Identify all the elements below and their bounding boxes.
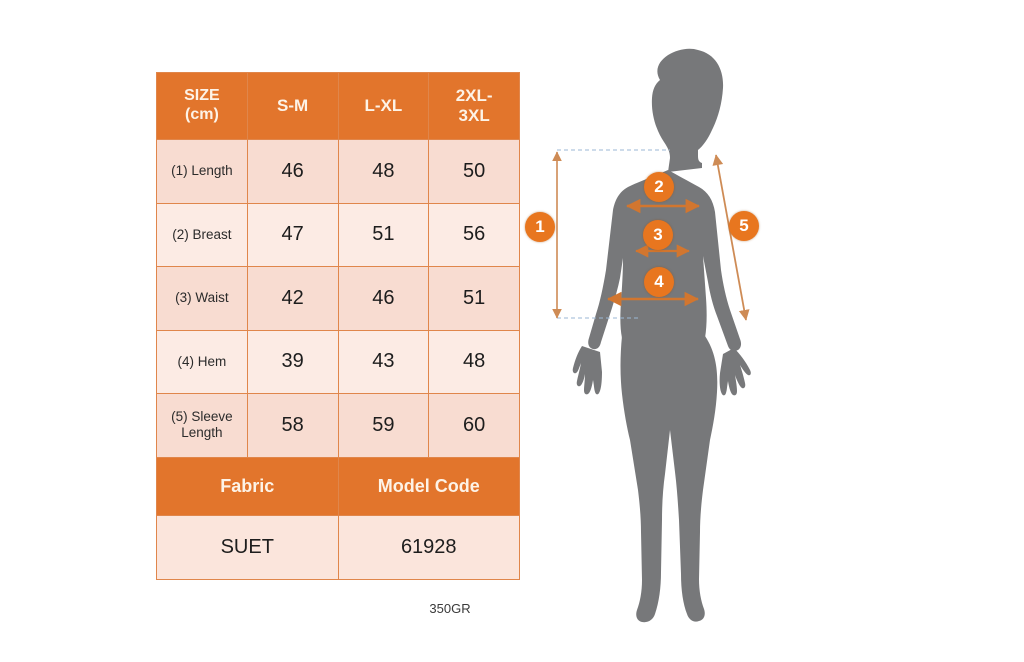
measurement-value-2xl-3xl: 50 (428, 139, 520, 204)
measurement-value-2xl-3xl: 48 (428, 329, 520, 394)
measurement-marker-5: 5 (729, 211, 759, 241)
measurement-label-line2: Length (181, 425, 223, 441)
measurement-value-s-m: 39 (246, 329, 339, 394)
measurement-value-2xl-3xl: 51 (428, 266, 520, 331)
measurement-label-line1: (5) Sleeve (171, 409, 233, 425)
weight-note: 350GR (429, 601, 471, 616)
column-header-s-m: S-M (246, 72, 339, 140)
footer-value-model-code: 61928 (337, 514, 520, 580)
measurement-value-s-m: 42 (246, 266, 339, 331)
table-header-row: SIZE (cm) S-M L-XL 2XL- 3XL (156, 72, 520, 140)
measurement-value-s-m: 47 (246, 202, 339, 267)
measurement-value-l-xl: 48 (337, 139, 430, 204)
measurement-label: (4) Hem (156, 329, 248, 394)
column-header-2xl-3xl: 2XL- 3XL (428, 72, 520, 140)
footer-header-model-code: Model Code (337, 456, 520, 516)
column-header-2xl-3xl-line1: 2XL- (455, 85, 493, 105)
column-header-2xl-3xl-line2: 3XL (458, 106, 490, 125)
measurement-value-l-xl: 46 (337, 266, 430, 331)
silhouette-body (572, 48, 751, 623)
column-header-size-line2: (cm) (184, 106, 219, 123)
measurement-marker-2: 2 (644, 172, 674, 202)
footer-value-row: SUET 61928 (156, 514, 520, 580)
female-silhouette-icon (552, 48, 751, 623)
table-row: (3) Waist 42 46 51 (156, 266, 520, 331)
model-figure-diagram (520, 20, 820, 640)
column-header-l-xl: L-XL (337, 72, 430, 140)
footer-header-row: Fabric Model Code (156, 456, 520, 516)
column-header-size: SIZE (cm) (156, 72, 248, 140)
measurement-value-l-xl: 43 (337, 329, 430, 394)
measurement-label: (5) Sleeve Length (156, 393, 248, 458)
measure-arrow-sleeve-length (712, 154, 750, 321)
guide-lines (557, 149, 670, 319)
footer-value-fabric: SUET (156, 514, 339, 580)
measurement-value-2xl-3xl: 60 (428, 393, 520, 458)
measurement-marker-4: 4 (644, 267, 674, 297)
column-header-size-line1: SIZE (184, 87, 220, 105)
measurement-value-2xl-3xl: 56 (428, 202, 520, 267)
table-row: (1) Length 46 48 50 (156, 139, 520, 204)
measurement-value-l-xl: 59 (337, 393, 430, 458)
measurement-label: (1) Length (156, 139, 248, 204)
measurement-label: (2) Breast (156, 202, 248, 267)
table-row: (2) Breast 47 51 56 (156, 202, 520, 267)
measurement-value-s-m: 46 (246, 139, 339, 204)
footer-header-fabric: Fabric (156, 456, 339, 516)
measurement-value-l-xl: 51 (337, 202, 430, 267)
measurement-marker-3: 3 (643, 220, 673, 250)
size-chart-table: SIZE (cm) S-M L-XL 2XL- 3XL (1) Length 4… (156, 72, 520, 580)
measurement-label: (3) Waist (156, 266, 248, 331)
measurement-value-s-m: 58 (246, 393, 339, 458)
table-row: (5) Sleeve Length 58 59 60 (156, 393, 520, 458)
table-row: (4) Hem 39 43 48 (156, 329, 520, 394)
measurement-marker-1: 1 (525, 212, 555, 242)
